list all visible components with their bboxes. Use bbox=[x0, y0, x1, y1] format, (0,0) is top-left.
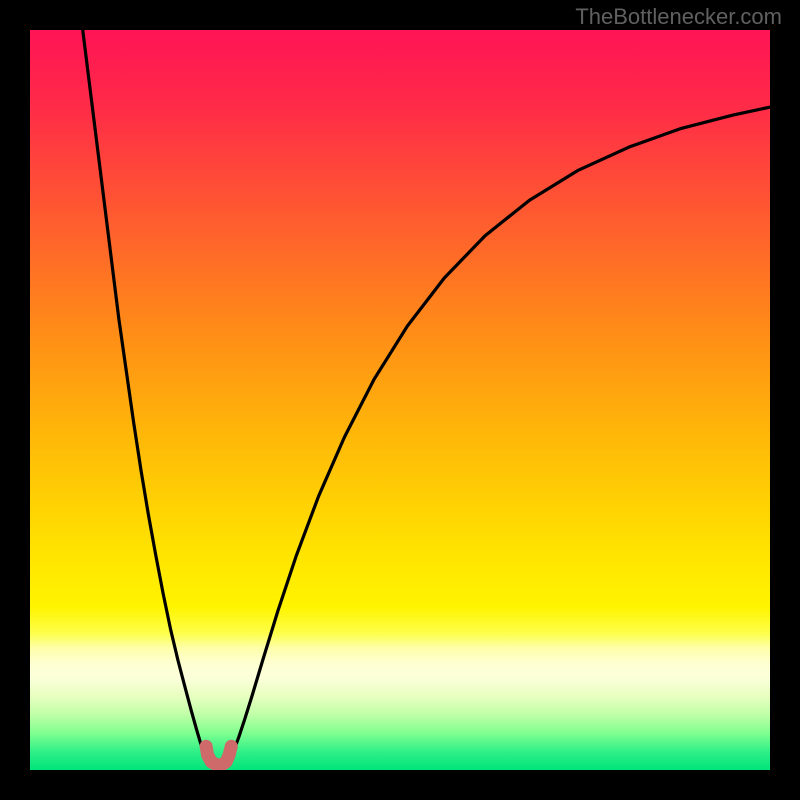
chart-svg bbox=[30, 30, 770, 770]
chart-plot-area bbox=[30, 30, 770, 770]
chart-background bbox=[30, 30, 770, 770]
watermark-text: TheBottlenecker.com bbox=[575, 4, 782, 30]
